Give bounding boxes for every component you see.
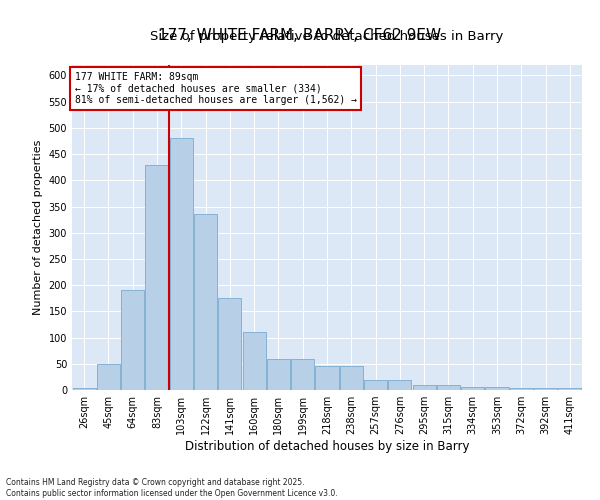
Bar: [534, 388, 557, 390]
Bar: [73, 388, 95, 390]
Bar: [510, 388, 533, 390]
Bar: [485, 388, 509, 390]
X-axis label: Distribution of detached houses by size in Barry: Distribution of detached houses by size …: [185, 440, 469, 453]
Y-axis label: Number of detached properties: Number of detached properties: [33, 140, 43, 315]
Bar: [461, 388, 484, 390]
Text: Contains HM Land Registry data © Crown copyright and database right 2025.
Contai: Contains HM Land Registry data © Crown c…: [6, 478, 338, 498]
Bar: [145, 164, 169, 390]
Text: 177, WHITE FARM, BARRY, CF62 9EW: 177, WHITE FARM, BARRY, CF62 9EW: [158, 28, 442, 42]
Bar: [413, 385, 436, 390]
Title: Size of property relative to detached houses in Barry: Size of property relative to detached ho…: [151, 30, 503, 43]
Bar: [170, 138, 193, 390]
Bar: [364, 380, 387, 390]
Bar: [340, 366, 363, 390]
Bar: [388, 380, 412, 390]
Bar: [437, 385, 460, 390]
Bar: [194, 214, 217, 390]
Bar: [291, 358, 314, 390]
Bar: [121, 290, 144, 390]
Text: 177 WHITE FARM: 89sqm
← 17% of detached houses are smaller (334)
81% of semi-det: 177 WHITE FARM: 89sqm ← 17% of detached …: [74, 72, 356, 104]
Bar: [559, 388, 581, 390]
Bar: [316, 366, 338, 390]
Bar: [267, 358, 290, 390]
Bar: [242, 332, 266, 390]
Bar: [218, 298, 241, 390]
Bar: [97, 364, 120, 390]
